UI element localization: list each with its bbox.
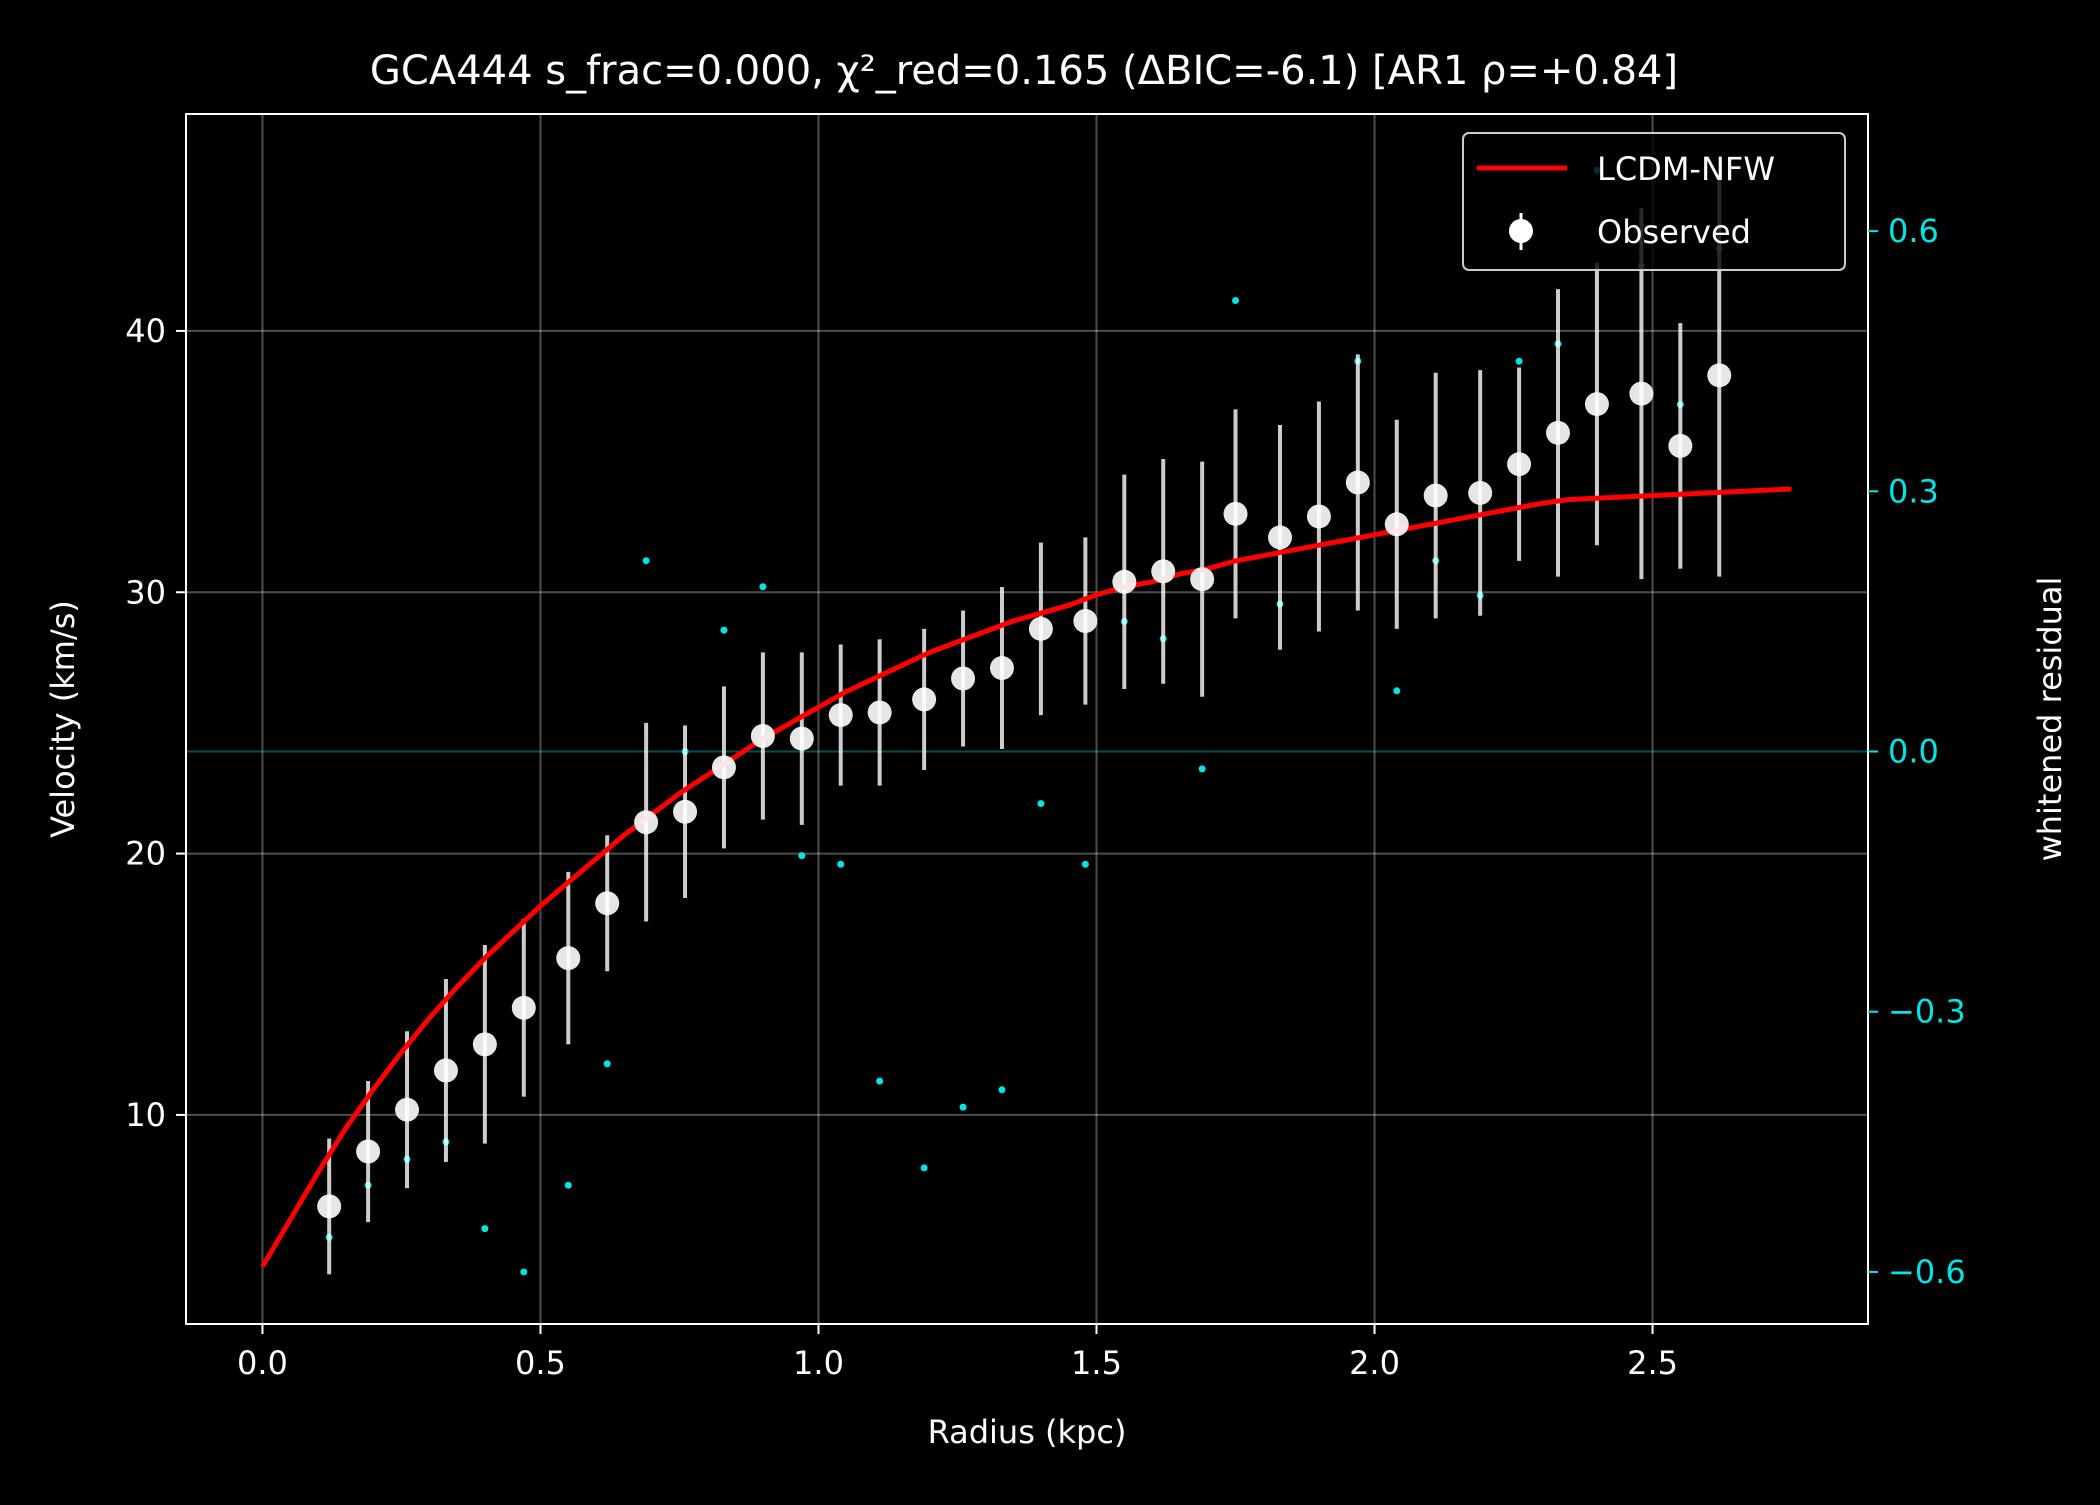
x-tick-label: 1.5	[1071, 1344, 1122, 1382]
y-tick-label: 10	[125, 1096, 166, 1134]
residual-point	[1393, 687, 1401, 695]
grid	[186, 114, 1868, 1324]
observed-point	[1345, 470, 1370, 495]
y-tick-label: 40	[125, 312, 166, 350]
residual-point	[1232, 296, 1240, 304]
x-tick-label: 0.0	[237, 1344, 288, 1382]
right-tick-label: 0.6	[1888, 212, 1939, 250]
observed-point	[1028, 616, 1053, 641]
observed-point	[828, 703, 853, 728]
residual-point	[1515, 357, 1523, 365]
observed-point	[317, 1194, 342, 1219]
observed-point	[595, 891, 620, 916]
x-tick-label: 2.0	[1349, 1344, 1400, 1382]
observed-point	[1306, 504, 1331, 529]
x-tick-label: 2.5	[1627, 1344, 1678, 1382]
residual-point	[959, 1103, 967, 1111]
observed-point	[1423, 483, 1448, 508]
y-axis-label: Velocity (km/s)	[44, 600, 82, 838]
plot-frame	[185, 113, 1869, 1325]
legend-label-model: LCDM-NFW	[1597, 150, 1775, 188]
x-axis-label: Radius (kpc)	[928, 1413, 1127, 1451]
observed-point	[912, 687, 937, 712]
residual-point	[520, 1268, 528, 1276]
residual-point	[564, 1181, 572, 1189]
residual-point	[603, 1060, 611, 1068]
observed-markers	[317, 363, 1732, 1219]
observed-point	[395, 1097, 420, 1122]
observed-point	[634, 810, 659, 835]
observed-point	[1151, 559, 1176, 584]
observed-point	[356, 1139, 381, 1164]
x-tick-label: 1.0	[793, 1344, 844, 1382]
chart-title: GCA444 s_frac=0.000, χ²_red=0.165 (ΔBIC=…	[370, 48, 1678, 94]
residual-point	[1198, 765, 1206, 773]
observed-point	[1584, 392, 1609, 417]
residual-point	[481, 1225, 489, 1233]
right-axis-label: whitened residual	[2031, 577, 2069, 862]
observed-point	[750, 723, 775, 748]
legend-label-observed: Observed	[1597, 213, 1751, 251]
right-tick-label: 0.3	[1888, 472, 1939, 510]
observed-point	[1384, 512, 1409, 537]
right-axis-ticks: −0.6 −0.3 0.0 0.3 0.6	[1868, 212, 1966, 1291]
observed-point	[711, 755, 736, 780]
residual-point	[920, 1164, 928, 1172]
residual-point	[876, 1077, 884, 1085]
y-tick-label: 30	[125, 573, 166, 611]
model-curve	[260, 486, 1792, 1268]
legend: LCDM-NFW Observed	[1462, 132, 1846, 271]
residual-point	[837, 860, 845, 868]
x-tick-label: 0.5	[515, 1344, 566, 1382]
model-line-lcdm-nfw	[260, 486, 1792, 1268]
observed-point	[951, 666, 976, 691]
observed-point	[1546, 420, 1571, 445]
residual-point	[998, 1086, 1006, 1094]
observed-point	[789, 726, 814, 751]
observed-point	[472, 1032, 497, 1057]
observed-point	[1507, 452, 1532, 477]
observed-point	[1468, 480, 1493, 505]
observed-point	[989, 656, 1014, 681]
observed-point	[433, 1058, 458, 1083]
observed-point	[1707, 363, 1732, 388]
right-tick-label: −0.3	[1888, 993, 1966, 1031]
observed-point	[1629, 381, 1654, 406]
observed-point	[673, 799, 698, 824]
x-axis-ticks: 0.0 0.5 1.0 1.5 2.0 2.5	[237, 1324, 1678, 1382]
observed-point	[1267, 525, 1292, 550]
observed-point	[867, 700, 892, 725]
y-axis-ticks: 10 20 30 40	[125, 312, 186, 1134]
observed-point	[1112, 569, 1137, 594]
observed-point	[511, 995, 536, 1020]
residual-point	[720, 626, 728, 634]
residual-point	[798, 852, 806, 860]
residual-point	[1081, 860, 1089, 868]
observed-point	[1190, 567, 1215, 592]
observed-point	[556, 946, 581, 971]
observed-point	[1073, 608, 1098, 633]
right-tick-label: 0.0	[1888, 733, 1939, 771]
y-tick-label: 20	[125, 835, 166, 873]
residual-point	[642, 557, 650, 565]
observed-point	[1223, 501, 1248, 526]
residual-point	[759, 583, 767, 591]
right-tick-label: −0.6	[1888, 1253, 1966, 1291]
observed-point	[1668, 433, 1693, 458]
legend-marker-swatch	[1509, 219, 1533, 243]
residual-point	[1037, 800, 1045, 808]
